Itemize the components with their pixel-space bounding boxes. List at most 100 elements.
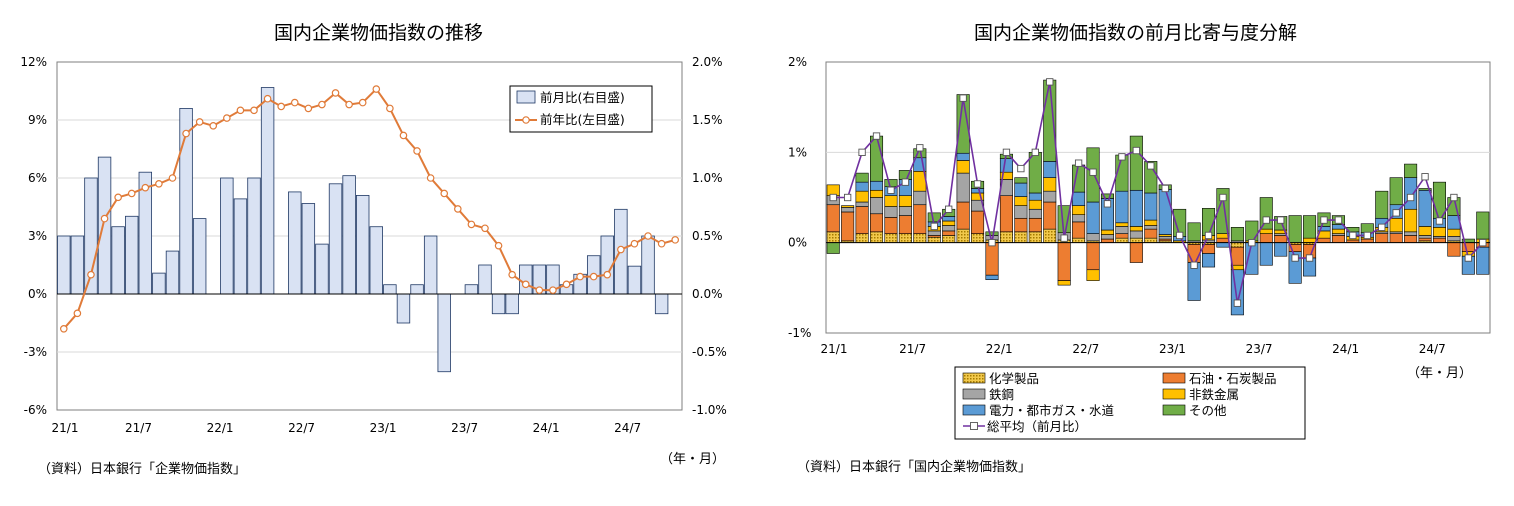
avg-point [1074, 159, 1083, 167]
left-y-tick-label: 12% [20, 55, 47, 69]
right-x-tick-label: 21/1 [821, 342, 848, 356]
yoy-point [494, 241, 503, 250]
contrib-bar-4 [1158, 189, 1172, 235]
contrib-bar-1 [971, 210, 985, 234]
contrib-bar-4 [942, 216, 956, 222]
contrib-bar-3 [1028, 199, 1042, 210]
mom-bar [491, 293, 506, 315]
contrib-bar-4 [1043, 161, 1057, 178]
contrib-bar-3 [1404, 208, 1418, 233]
contrib-bar-3 [942, 220, 956, 226]
contrib-bar-2 [884, 206, 898, 218]
contrib-bar-5 [826, 242, 840, 254]
avg-point [1031, 148, 1039, 156]
yoy-point [589, 272, 598, 281]
legend-swatch-3 [1162, 388, 1186, 400]
contrib-bar-2 [855, 201, 869, 207]
left-x-tick-label: 22/1 [207, 421, 234, 435]
contrib-bar-5 [1375, 190, 1389, 219]
left-x-tick-label: 21/7 [125, 421, 152, 435]
contrib-bar-1 [1043, 201, 1057, 230]
contrib-bar-5 [927, 212, 941, 223]
mom-bar [260, 87, 275, 295]
contrib-bar-0 [942, 235, 956, 243]
mom-bar [125, 215, 139, 295]
legend-swatch-1 [1162, 372, 1186, 384]
contrib-bar-2 [1028, 208, 1042, 219]
right-x-tick-label: 24/7 [1419, 342, 1446, 356]
yoy-point [345, 100, 353, 109]
yoy-point [331, 89, 340, 97]
contrib-bar-4 [1014, 182, 1028, 197]
contrib-bar-4 [855, 181, 869, 192]
yoy-point [114, 193, 122, 202]
contrib-bar-5 [1418, 188, 1432, 191]
mom-bar [410, 284, 424, 295]
contrib-bar-1 [855, 206, 869, 234]
left-y-tick-label: 6% [28, 171, 47, 185]
avg-point [1103, 200, 1112, 208]
contrib-bar-1 [1144, 228, 1158, 239]
mom-bar [220, 177, 234, 295]
contrib-bar-3 [855, 190, 869, 203]
avg-point [1378, 223, 1386, 231]
mom-bar [57, 235, 71, 295]
yoy-point [535, 286, 544, 294]
contrib-bar-3 [1303, 237, 1317, 243]
contrib-bar-1 [942, 230, 956, 236]
contrib-bar-2 [942, 225, 956, 232]
yoy-point [358, 98, 367, 107]
mom-bar [315, 243, 329, 295]
avg-point [829, 193, 837, 202]
contrib-bar-1 [999, 195, 1013, 233]
avg-point [930, 222, 938, 231]
yoy-line [63, 87, 676, 330]
contrib-bar-0 [971, 233, 985, 243]
right-y-tick-label: 1.5% [692, 113, 723, 127]
contrib-bar-2 [1115, 226, 1129, 234]
contrib-bar-1 [913, 204, 927, 234]
avg-point [1060, 234, 1068, 242]
left-source: （資料）日本銀行「企業物価指数」 [38, 462, 247, 477]
mom-bar [70, 235, 85, 295]
mom-bar [165, 250, 180, 295]
contrib-bar-4 [999, 158, 1013, 173]
contrib-bar-3 [841, 205, 855, 208]
avg-point [1017, 164, 1025, 173]
contrib-bar-4 [1418, 189, 1432, 227]
contrib-bar-3 [1072, 205, 1086, 215]
contrib-bar-0 [1144, 237, 1158, 243]
legend-yoy-marker [522, 116, 530, 124]
contrib-bar-4 [956, 152, 970, 161]
yoy-point [87, 270, 95, 279]
yoy-point [617, 245, 625, 254]
avg-point [872, 132, 881, 140]
mom-bar [396, 293, 411, 324]
avg-point [1089, 168, 1097, 176]
mom-bar [437, 293, 451, 373]
contrib-bar-1 [1389, 233, 1403, 243]
right-y-tick-label: -1% [788, 326, 811, 340]
left-x-tick-label: 24/7 [614, 421, 641, 435]
legend-swatch-0 [962, 372, 986, 384]
contrib-bar-3 [898, 195, 912, 207]
yoy-point [100, 214, 109, 223]
contrib-bar-2 [913, 190, 927, 206]
avg-line [833, 81, 1484, 304]
contrib-bar-5 [1187, 222, 1201, 242]
left-legend: 前月比(右目盛) 前年比(左目盛) [509, 85, 653, 133]
mom-bar [627, 265, 642, 295]
left-y-tick-label: -3% [24, 345, 47, 359]
right-x-tick-label: 21/7 [899, 342, 926, 356]
yoy-point [236, 106, 245, 115]
contrib-bar-5 [855, 172, 869, 183]
contrib-bar-5 [1360, 223, 1374, 234]
contrib-bar-0 [855, 233, 869, 243]
left-x-tick-label: 23/1 [370, 421, 397, 435]
contrib-bar-1 [1216, 237, 1230, 243]
legend-mom-label: 前月比(右目盛) [540, 90, 625, 105]
contrib-bar-0 [956, 228, 970, 243]
avg-point [1161, 184, 1169, 193]
mom-bar [464, 284, 479, 295]
contrib-bar-2 [841, 207, 855, 213]
